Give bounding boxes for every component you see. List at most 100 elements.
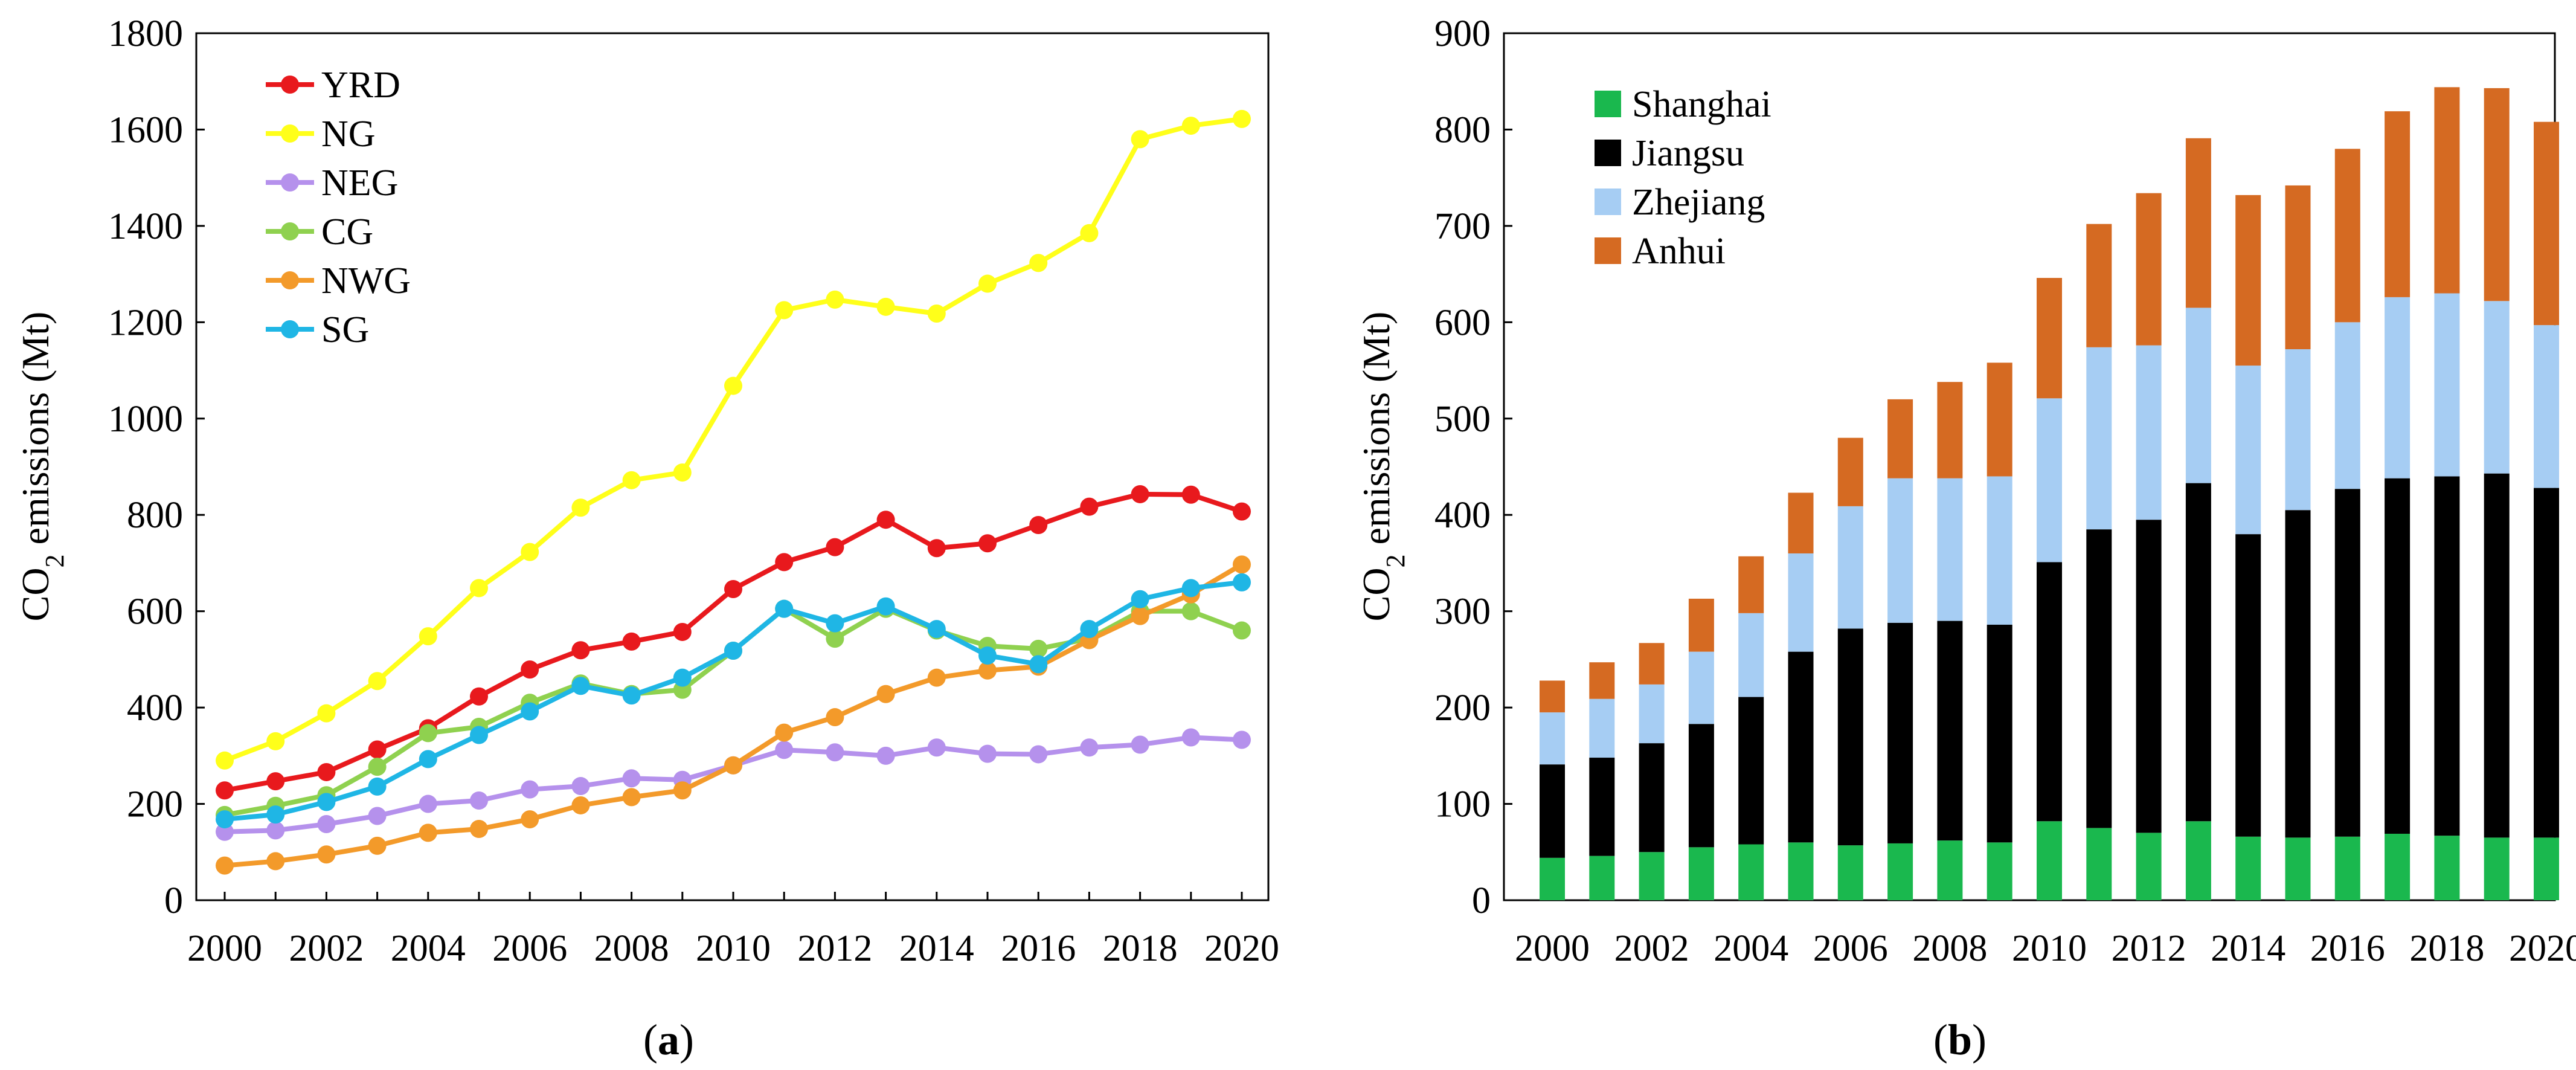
data-point-neg	[1233, 730, 1251, 749]
panel-b-x-tick-label: 2018	[2409, 928, 2484, 969]
data-point-sg	[266, 805, 285, 824]
panel-a-axis-ticks: 0 200 400 600 800 1000 1200 1400 1600 1800 2000 200…	[108, 13, 1279, 969]
legend-swatch-jiangsu	[1595, 140, 1621, 166]
data-point-neg	[978, 744, 997, 763]
bar-segment-anhui	[1788, 492, 1814, 553]
panel-a-y-axis-title-rest: emissions (Mt)	[14, 312, 57, 555]
data-point-neg	[876, 746, 895, 765]
bar-segment-zhejiang	[1589, 698, 1615, 758]
bar-stack-2003	[1688, 598, 1714, 900]
bar-segment-zhejiang	[2086, 347, 2112, 530]
bar-segment-shanghai	[1639, 852, 1665, 900]
data-point-sg	[368, 777, 387, 796]
bar-stack-2008	[1937, 382, 1963, 900]
data-point-yrd	[1080, 497, 1099, 516]
panel-b-legend: Shanghai Jiangsu Zhejiang Anhui	[1595, 84, 1771, 272]
data-point-nwg	[470, 820, 488, 839]
bar-segment-jiangsu	[2086, 529, 2112, 828]
data-point-neg	[1131, 735, 1149, 754]
bar-segment-anhui	[1688, 598, 1714, 652]
legend-swatch-shanghai	[1595, 91, 1621, 117]
legend-item-nwg: NWG	[266, 260, 411, 301]
legend-marker-nwg	[281, 271, 299, 289]
bar-segment-jiangsu	[2334, 489, 2360, 837]
data-point-yrd	[775, 553, 794, 572]
legend-marker-cg	[281, 222, 299, 240]
panel-a-y-tick-label: 400	[127, 688, 183, 729]
bar-stack-2014	[2235, 195, 2261, 900]
legend-label-yrd: YRD	[321, 65, 400, 106]
bar-segment-jiangsu	[1589, 758, 1615, 856]
bar-segment-zhejiang	[1540, 712, 1565, 765]
data-point-ng	[1131, 130, 1149, 149]
series-yrd	[216, 485, 1251, 800]
legend-swatch-zhejiang	[1595, 189, 1621, 215]
bar-segment-anhui	[1589, 662, 1615, 699]
panel-b-x-tick-label: 2014	[2211, 928, 2285, 969]
panel-b-y-tick-label: 800	[1434, 109, 1491, 150]
data-point-cg	[1233, 621, 1251, 640]
data-point-cg	[1029, 639, 1048, 658]
data-point-neg	[1181, 728, 1200, 747]
panel-a-y-tick-label: 0	[164, 880, 183, 921]
bar-stack-2018	[2434, 87, 2460, 900]
bar-segment-zhejiang	[2434, 293, 2460, 477]
bar-segment-zhejiang	[2037, 398, 2062, 562]
data-point-yrd	[876, 511, 895, 529]
data-point-ng	[622, 471, 641, 489]
bar-segment-jiangsu	[1987, 624, 2012, 843]
panel-b-y-axis-title-rest: emissions (Mt)	[1355, 312, 1398, 555]
panel-a-x-tick-label: 2012	[797, 928, 872, 969]
panel-b-axis-ticks: 0 100 200 300 400 500 600 700 800 900 2000 2002 2004…	[1434, 13, 2576, 969]
bar-stack-2016	[2334, 149, 2360, 900]
data-point-ng	[266, 732, 285, 750]
panel-b-y-tick-label: 600	[1434, 302, 1491, 343]
data-point-neg	[266, 821, 285, 840]
bar-segment-jiangsu	[2534, 488, 2559, 838]
bar-segment-anhui	[2434, 87, 2460, 294]
bar-stack-2001	[1589, 662, 1615, 900]
data-point-yrd	[571, 641, 590, 660]
data-point-nwg	[266, 852, 285, 871]
data-point-neg	[470, 791, 488, 810]
data-point-sg	[775, 599, 794, 618]
bar-segment-zhejiang	[2534, 325, 2559, 488]
panel-a-x-tick-label: 2018	[1103, 928, 1178, 969]
bar-segment-shanghai	[2484, 837, 2510, 900]
panel-a-y-axis-title-subscript: 2	[40, 554, 69, 567]
panel-a-y-tick-label: 200	[127, 784, 183, 825]
panel-b-bars	[1540, 87, 2559, 900]
bar-segment-jiangsu	[2185, 483, 2211, 822]
data-point-ng	[521, 543, 539, 561]
data-point-neg	[571, 777, 590, 796]
legend-label-zhejiang: Zhejiang	[1632, 182, 1765, 223]
bar-segment-anhui	[2534, 121, 2559, 326]
data-point-ng	[1181, 117, 1200, 135]
bar-segment-jiangsu	[1738, 697, 1764, 845]
data-point-neg	[622, 769, 641, 788]
panel-b-y-tick-label: 500	[1434, 399, 1491, 440]
data-point-sg	[724, 642, 742, 660]
data-point-yrd	[266, 772, 285, 791]
data-point-sg	[571, 677, 590, 695]
legend-label-shanghai: Shanghai	[1632, 84, 1771, 125]
bar-stack-2009	[1987, 363, 2012, 900]
data-point-nwg	[1131, 607, 1149, 625]
data-point-cg	[1181, 602, 1200, 620]
panel-a-y-axis-title: CO2 emissions (Mt)	[14, 312, 69, 622]
data-point-sg	[978, 646, 997, 665]
bar-segment-zhejiang	[1738, 613, 1764, 697]
data-point-sg	[876, 597, 895, 616]
bar-segment-shanghai	[2385, 833, 2411, 900]
panel-a-x-tick-label: 2000	[187, 928, 262, 969]
panel-a-y-tick-label: 1400	[108, 206, 183, 247]
bar-segment-zhejiang	[2235, 366, 2261, 535]
data-point-sg	[521, 702, 539, 721]
data-point-neg	[1080, 738, 1099, 757]
panel-a-y-tick-label: 1000	[108, 399, 183, 440]
bar-stack-2015	[2285, 185, 2311, 900]
panel-a-x-tick-label: 2008	[594, 928, 669, 969]
bar-segment-anhui	[1540, 680, 1565, 713]
legend-item-shanghai: Shanghai	[1595, 84, 1771, 125]
legend-label-ng: NG	[321, 114, 376, 155]
